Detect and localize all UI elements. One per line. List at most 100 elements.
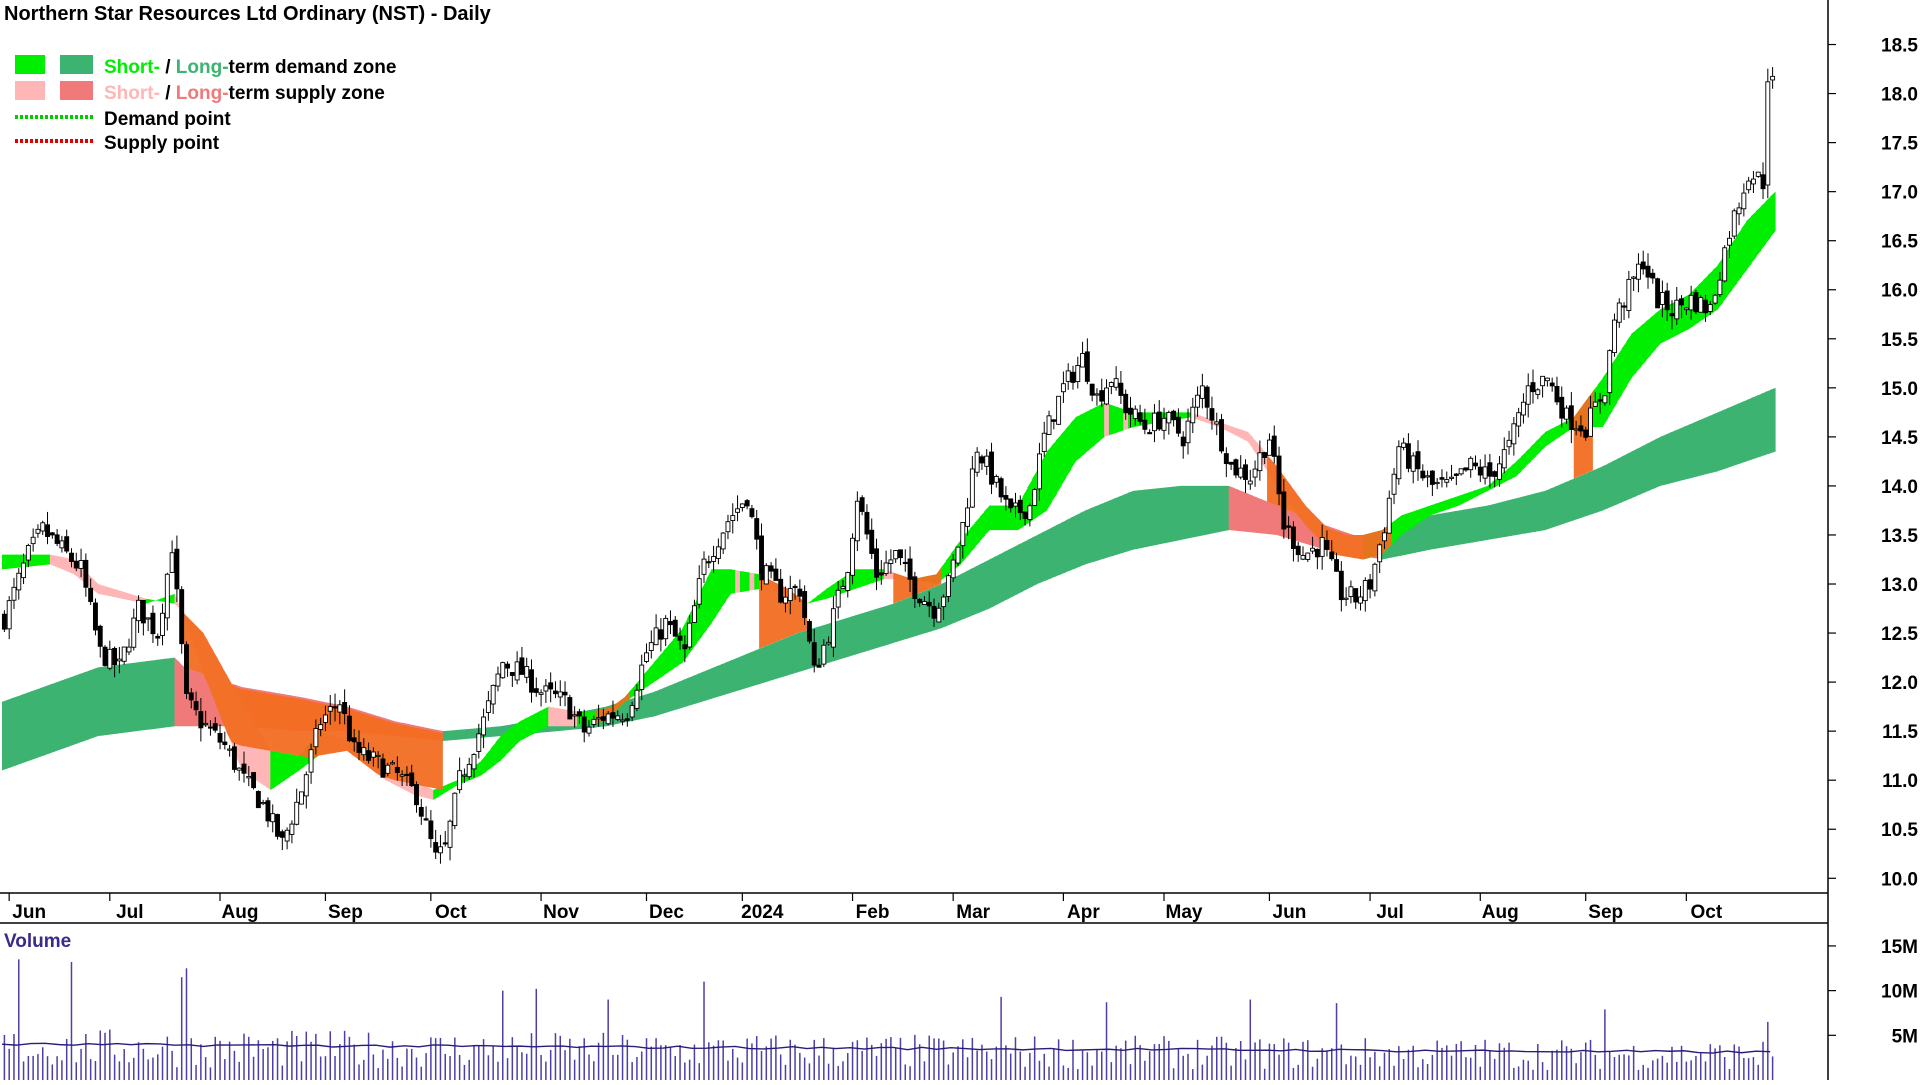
candle-body: [447, 820, 453, 848]
candle: [1434, 478, 1440, 490]
short-zone-segment: [1458, 494, 1465, 506]
candle: [620, 713, 625, 726]
candle-body: [1688, 294, 1694, 311]
long-zone-segment: [850, 615, 856, 657]
long-zone-segment: [1612, 458, 1618, 507]
candle: [878, 560, 884, 585]
candle-body: [107, 648, 113, 669]
long-zone-segment: [1664, 432, 1671, 485]
candle-body: [1511, 423, 1517, 445]
candle-body: [1425, 475, 1431, 478]
candle: [591, 715, 597, 728]
legend-label: Supply point: [104, 133, 220, 154]
candle: [25, 543, 31, 568]
long-zone-segment: [1075, 512, 1081, 569]
candle-body: [1516, 412, 1522, 427]
candle: [888, 549, 894, 574]
candle-body: [730, 515, 736, 521]
candle: [600, 708, 606, 730]
candle-body: [1084, 351, 1090, 382]
candle: [380, 753, 386, 778]
y-tick-label: 14.0: [1881, 477, 1918, 498]
long-zone-segment: [1521, 495, 1527, 535]
short-zone-segment: [1640, 321, 1647, 367]
long-zone-segment: [715, 664, 722, 698]
candle: [581, 709, 587, 743]
short-zone-segment: [1770, 191, 1776, 238]
candle-body: [1180, 436, 1186, 447]
candle-body: [1482, 466, 1488, 479]
candle-body: [711, 556, 717, 562]
candle: [1640, 250, 1646, 275]
candle-body: [16, 572, 22, 591]
candle: [1046, 410, 1052, 435]
candle-body: [553, 690, 558, 695]
candle: [538, 689, 544, 707]
long-zone-segment: [1420, 518, 1426, 552]
candle: [1305, 552, 1311, 562]
candle: [725, 514, 731, 540]
candle-body: [1444, 479, 1450, 483]
candle: [1290, 521, 1296, 562]
candle-body: [1161, 417, 1167, 431]
long-zone-segment: [854, 613, 861, 655]
long-zone-segment: [969, 566, 976, 617]
long-zone-segment: [466, 728, 473, 739]
short-zone-segment: [59, 556, 65, 571]
long-zone-segment: [898, 599, 904, 642]
candle: [514, 651, 520, 685]
candle-body: [481, 716, 487, 736]
candle: [1041, 421, 1047, 457]
long-zone-segment: [1132, 490, 1139, 550]
short-zone-segment: [749, 572, 755, 591]
candle: [390, 760, 395, 765]
candle-body: [1132, 408, 1138, 419]
candle: [1554, 376, 1560, 406]
candle: [1592, 392, 1598, 407]
short-zone-segment: [1113, 405, 1120, 434]
candle: [754, 509, 760, 550]
short-zone-segment: [294, 754, 300, 774]
long-zone-segment: [984, 559, 990, 611]
candle-body: [69, 552, 74, 562]
long-zone-segment: [974, 564, 981, 615]
candle-body: [279, 831, 285, 838]
candle-body: [385, 764, 391, 774]
candle-body: [1453, 473, 1459, 476]
candle-body: [557, 691, 563, 698]
candle-body: [1099, 390, 1105, 402]
long-zone-segment: [1597, 466, 1604, 513]
y-tick-label: 11.5: [1882, 722, 1918, 743]
candle: [1501, 437, 1507, 474]
candle-body: [629, 705, 635, 718]
candle: [1276, 446, 1282, 506]
short-zone-segment: [131, 594, 137, 602]
short-zone-segment: [1731, 235, 1738, 290]
candle: [270, 804, 276, 833]
candle-body: [1573, 428, 1579, 431]
x-tick-label: Sep: [328, 902, 363, 923]
short-zone-segment: [1477, 487, 1484, 496]
candle: [1161, 407, 1167, 440]
x-tick-label: Feb: [856, 902, 890, 923]
short-zone-segment: [428, 787, 434, 800]
candle-body: [1535, 389, 1541, 395]
candle-body: [260, 802, 266, 805]
long-zone-segment: [644, 693, 650, 719]
short-zone-segment: [1540, 431, 1546, 452]
candle-body: [270, 813, 276, 823]
legend-swatch-long: [60, 55, 93, 74]
candle: [1257, 440, 1263, 481]
short-zone-segment: [145, 598, 152, 604]
candle-body: [1616, 302, 1622, 323]
candle-body: [1631, 276, 1637, 279]
y-tick-label: 18.5: [1881, 36, 1918, 57]
long-zone-segment: [749, 650, 755, 688]
short-zone-segment: [1760, 201, 1767, 251]
candle-body: [1770, 75, 1776, 81]
candle: [476, 723, 482, 759]
candle-body: [366, 750, 372, 761]
candle-body: [342, 702, 348, 715]
candle-body: [1286, 525, 1292, 528]
short-zone-segment: [265, 742, 271, 791]
